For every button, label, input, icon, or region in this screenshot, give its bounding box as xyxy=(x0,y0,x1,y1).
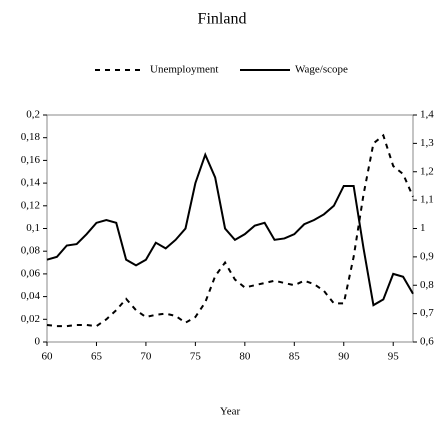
y2-tick-label: 0,6 xyxy=(420,336,434,348)
y-tick-label: 0,08 xyxy=(21,245,41,257)
y-tick-label: 0,02 xyxy=(21,313,40,325)
series-line xyxy=(46,133,414,328)
y2-tick-label: 1 xyxy=(420,222,426,234)
y2-tick-label: 0,9 xyxy=(420,250,434,262)
y-tick-label: 0 xyxy=(35,336,41,348)
x-tick-label: 85 xyxy=(289,351,301,363)
y-tick-label: 0,14 xyxy=(21,177,41,189)
y-tick-label: 0,16 xyxy=(21,154,41,166)
x-tick-label: 95 xyxy=(388,351,400,363)
y-tick-label: 0,18 xyxy=(21,131,41,143)
y-tick-label: 0,1 xyxy=(26,222,40,234)
x-tick-label: 60 xyxy=(42,351,54,363)
y-tick-label: 0,04 xyxy=(21,290,41,302)
y-tick-label: 0,2 xyxy=(26,109,40,121)
series-line xyxy=(46,151,414,307)
y2-tick-label: 1,2 xyxy=(420,165,434,177)
x-tick-label: 75 xyxy=(190,351,202,363)
y2-tick-label: 0,8 xyxy=(420,279,434,291)
chart-title: Finland xyxy=(198,11,247,28)
x-tick-label: 80 xyxy=(239,351,251,363)
y-tick-label: 0,06 xyxy=(21,267,41,279)
legend-label: Wage/scope xyxy=(295,64,348,76)
y2-tick-label: 1,4 xyxy=(420,109,434,121)
x-axis-label: Year xyxy=(220,406,241,418)
legend-label: Unemployment xyxy=(150,64,218,76)
y-tick-label: 0,12 xyxy=(21,199,40,211)
y2-tick-label: 1,1 xyxy=(420,194,434,206)
x-tick-label: 90 xyxy=(338,351,350,363)
x-tick-label: 70 xyxy=(140,351,152,363)
y2-tick-label: 1,3 xyxy=(420,137,434,149)
x-tick-label: 65 xyxy=(91,351,103,363)
y2-tick-label: 0,7 xyxy=(420,307,434,319)
